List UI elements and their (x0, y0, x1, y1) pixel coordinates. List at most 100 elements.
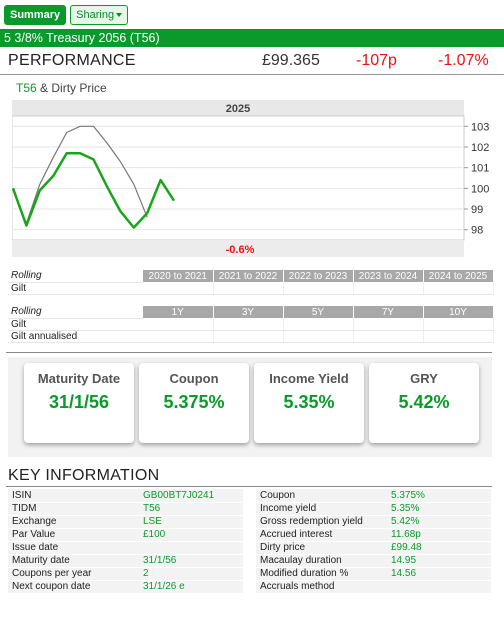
table-cell (283, 282, 354, 295)
table-row: Dirty price £99.48 (256, 541, 491, 555)
y-tick-labels: 103 102 101 100 99 98 (464, 121, 489, 237)
key-info-table-left: ISIN GB00BT7J0241 TIDM T56 Exchange LSE Par… (8, 489, 243, 594)
key-value: 14.95 (387, 554, 491, 568)
table-cell (143, 330, 214, 343)
key-value: 2 (139, 567, 243, 581)
table-cell (213, 330, 284, 343)
price-chart[interactable]: 2025 103 102 101 100 99 98 -0.6% (12, 100, 492, 260)
table-row: Maturity date 31/1/56 (8, 554, 243, 568)
table-row: Gilt (8, 318, 494, 331)
rolling-col-header: 5Y (283, 306, 354, 318)
table-row: Issue date (8, 541, 243, 555)
tab-summary[interactable]: Summary (4, 5, 67, 25)
table-row: Gilt (8, 282, 494, 295)
tab-sharing-label: Sharing (76, 9, 115, 21)
key-label: Next coupon date (8, 580, 139, 594)
table-cell (283, 318, 354, 331)
chart-series (12, 125, 176, 229)
key-label: Modified duration % (256, 567, 387, 581)
key-value: LSE (139, 515, 243, 529)
table-row: Gross redemption yield 5.42% (256, 515, 491, 529)
card-label: Coupon (169, 371, 219, 386)
card-label: Maturity Date (37, 371, 121, 386)
rolling-col-header: 3Y (213, 306, 284, 318)
key-value: £100 (139, 528, 243, 542)
table-cell (213, 282, 284, 295)
card-label: GRY (410, 371, 438, 386)
rolling-table-period: Rolling 1Y 3Y 5Y 7Y 10Y Gilt Gilt annual… (8, 306, 494, 343)
card-value: 5.42% (398, 392, 450, 412)
chart-header-band (12, 100, 464, 116)
chart-change-label: -0.6% (226, 244, 255, 256)
key-label: TIDM (8, 502, 139, 516)
table-cell (423, 330, 494, 343)
key-label: Coupons per year (8, 567, 139, 581)
rolling-col-header: 7Y (353, 306, 424, 318)
table-row: Income yield 5.35% (256, 502, 491, 516)
key-label: Par Value (8, 528, 139, 542)
card-value: 5.375% (163, 392, 225, 412)
key-value: £99.48 (387, 541, 491, 555)
table-row: Coupons per year 2 (8, 567, 243, 581)
rolling-col-header: 2022 to 2023 (283, 270, 354, 282)
table-cell (353, 318, 424, 331)
table-row: Macaulay duration 14.95 (256, 554, 491, 568)
table-row: Coupon 5.375% (256, 489, 491, 503)
key-value (387, 580, 491, 594)
key-label: ISIN (8, 489, 139, 503)
table-cell (143, 318, 214, 331)
caret-down-icon (116, 13, 123, 18)
table-row: ISIN GB00BT7J0241 (8, 489, 243, 503)
performance-bar: PERFORMANCE £99.365 -107p -1.07% (0, 49, 504, 75)
key-info-table-right: Coupon 5.375% Income yield 5.35% Gross red… (256, 489, 491, 594)
y-tick-label: 102 (471, 142, 489, 154)
rolling-table-annual: Rolling 2020 to 2021 2021 to 2022 2022 t… (8, 270, 494, 295)
performance-label: PERFORMANCE (8, 52, 136, 69)
stat-card-coupon: Coupon 5.375% (139, 363, 249, 443)
card-label: Income Yield (269, 371, 349, 386)
tab-bar: Summary Sharing (4, 5, 129, 25)
series-line-t56 (12, 151, 176, 229)
rolling-col-header: 2020 to 2021 (143, 270, 214, 282)
key-label: Macaulay duration (256, 554, 387, 568)
series-line-dirty-price (12, 125, 148, 225)
rolling-header-row: Rolling 1Y 3Y 5Y 7Y 10Y (8, 306, 494, 319)
tab-sharing[interactable]: Sharing (70, 5, 129, 25)
table-row: TIDM T56 (8, 502, 243, 516)
chart-year-label: 2025 (226, 103, 250, 115)
y-tick-label: 98 (471, 225, 483, 237)
plot-area (12, 115, 465, 241)
chart-footer-band (12, 240, 464, 257)
key-value: 5.375% (387, 489, 491, 503)
key-label: Maturity date (8, 554, 139, 568)
key-label: Accruals method (256, 580, 387, 594)
security-title: 5 3/8% Treasury 2056 (T56) (0, 29, 504, 47)
row-label: Gilt (8, 282, 143, 295)
key-label: Accrued interest (256, 528, 387, 542)
rolling-label: Rolling (8, 306, 143, 319)
key-value: 5.35% (387, 502, 491, 516)
rolling-col-header: 1Y (143, 306, 214, 318)
table-row: Gilt annualised (8, 330, 494, 343)
stat-card-gry: GRY 5.42% (369, 363, 479, 443)
table-cell (353, 282, 424, 295)
table-cell (283, 330, 354, 343)
performance-change-pct: -1.07% (438, 52, 489, 69)
table-cell (143, 282, 214, 295)
y-tick-label: 101 (471, 163, 489, 175)
rolling-col-header: 2021 to 2022 (213, 270, 284, 282)
card-value: 31/1/56 (48, 392, 110, 412)
key-value: T56 (139, 502, 243, 516)
stat-card-maturity: Maturity Date 31/1/56 (24, 363, 134, 443)
key-label: Dirty price (256, 541, 387, 555)
table-cell (353, 330, 424, 343)
table-cell (213, 318, 284, 331)
key-info-title: KEY INFORMATION (8, 467, 160, 484)
key-label: Coupon (256, 489, 387, 503)
table-cell (423, 318, 494, 331)
gridlines (12, 125, 464, 231)
key-label: Gross redemption yield (256, 515, 387, 529)
chart-title-tidm: T56 (16, 81, 37, 95)
table-row: Exchange LSE (8, 515, 243, 529)
rolling-label: Rolling (8, 270, 143, 283)
